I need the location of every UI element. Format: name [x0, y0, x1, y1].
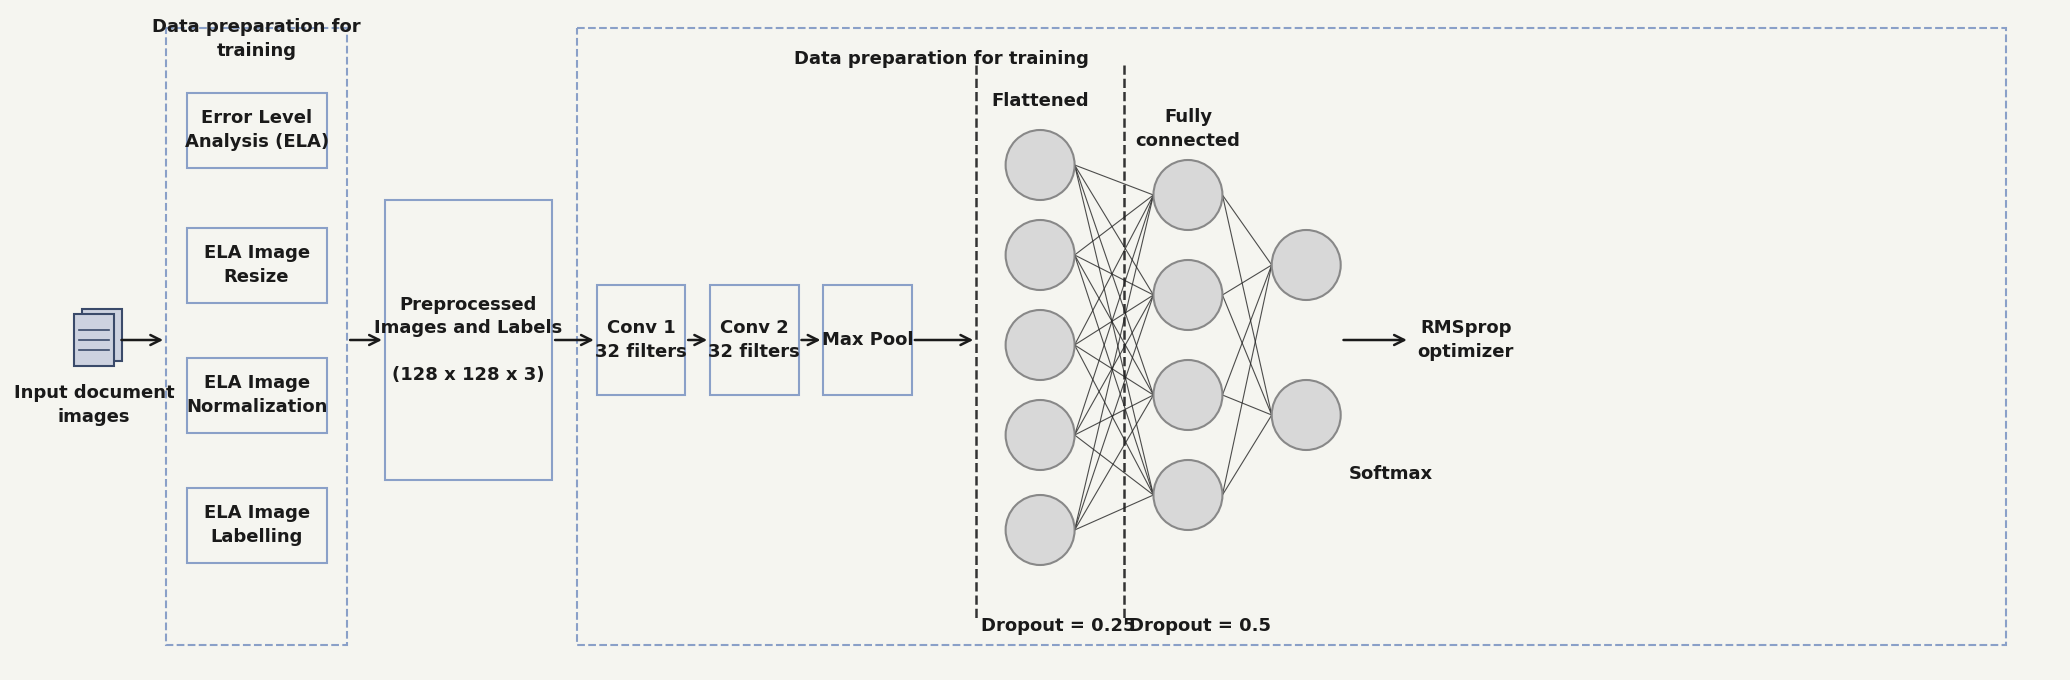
Text: ELA Image
Resize: ELA Image Resize	[203, 244, 310, 286]
Circle shape	[1006, 495, 1074, 565]
Circle shape	[1271, 230, 1341, 300]
Circle shape	[1153, 460, 1223, 530]
Text: Max Pool: Max Pool	[822, 331, 913, 349]
Circle shape	[1006, 400, 1074, 470]
Text: Error Level
Analysis (ELA): Error Level Analysis (ELA)	[184, 109, 329, 151]
Text: Flattened: Flattened	[992, 92, 1089, 110]
Text: ELA Image
Labelling: ELA Image Labelling	[203, 504, 310, 546]
Text: Dropout = 0.25: Dropout = 0.25	[981, 617, 1136, 635]
Text: RMSprop
optimizer: RMSprop optimizer	[1418, 319, 1513, 361]
Circle shape	[1006, 310, 1074, 380]
FancyBboxPatch shape	[75, 314, 114, 366]
Circle shape	[1153, 160, 1223, 230]
Text: Conv 2
32 filters: Conv 2 32 filters	[708, 319, 801, 361]
Text: Fully
connected: Fully connected	[1136, 108, 1240, 150]
Text: Conv 1
32 filters: Conv 1 32 filters	[594, 319, 687, 361]
FancyBboxPatch shape	[83, 309, 122, 361]
Text: Data preparation for
training: Data preparation for training	[153, 18, 360, 60]
Text: Data preparation for training: Data preparation for training	[795, 50, 1089, 68]
Text: ELA Image
Normalization: ELA Image Normalization	[186, 374, 327, 415]
Circle shape	[1153, 260, 1223, 330]
Text: Softmax: Softmax	[1348, 465, 1432, 483]
Text: Preprocessed
Images and Labels

(128 x 128 x 3): Preprocessed Images and Labels (128 x 12…	[375, 296, 563, 384]
Circle shape	[1006, 130, 1074, 200]
Circle shape	[1006, 220, 1074, 290]
Text: Input document
images: Input document images	[14, 384, 174, 426]
Text: Dropout = 0.5: Dropout = 0.5	[1128, 617, 1271, 635]
Circle shape	[1153, 360, 1223, 430]
Circle shape	[1271, 380, 1341, 450]
